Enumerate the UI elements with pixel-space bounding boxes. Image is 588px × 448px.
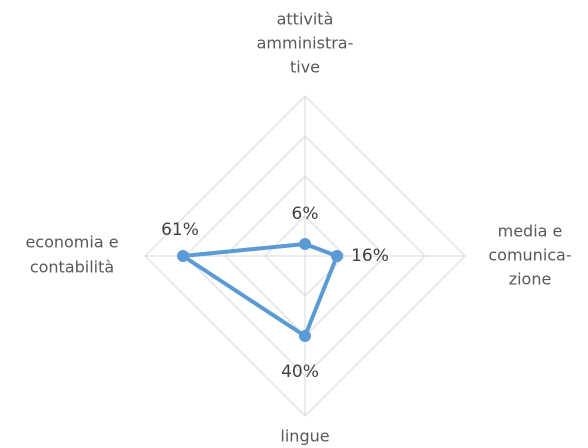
axis-label: comunica- [488,246,571,265]
data-point [299,238,311,250]
axis-label: amministra- [257,34,354,53]
axis-label: media e [498,222,563,241]
axis-label: zione [509,270,552,289]
axis-label: attività [277,10,334,29]
axis-label: lingue [280,427,329,446]
data-label: 6% [292,204,319,224]
data-label: 40% [281,362,319,382]
data-point [331,250,343,262]
axis-label: contabilità [30,258,114,277]
data-label: 16% [351,246,389,266]
series-line [181,242,339,338]
axis-label: economia e [25,233,118,252]
axis-label: tive [290,58,320,77]
data-point [177,250,189,262]
data-label: 61% [161,220,199,240]
data-point [299,330,311,342]
